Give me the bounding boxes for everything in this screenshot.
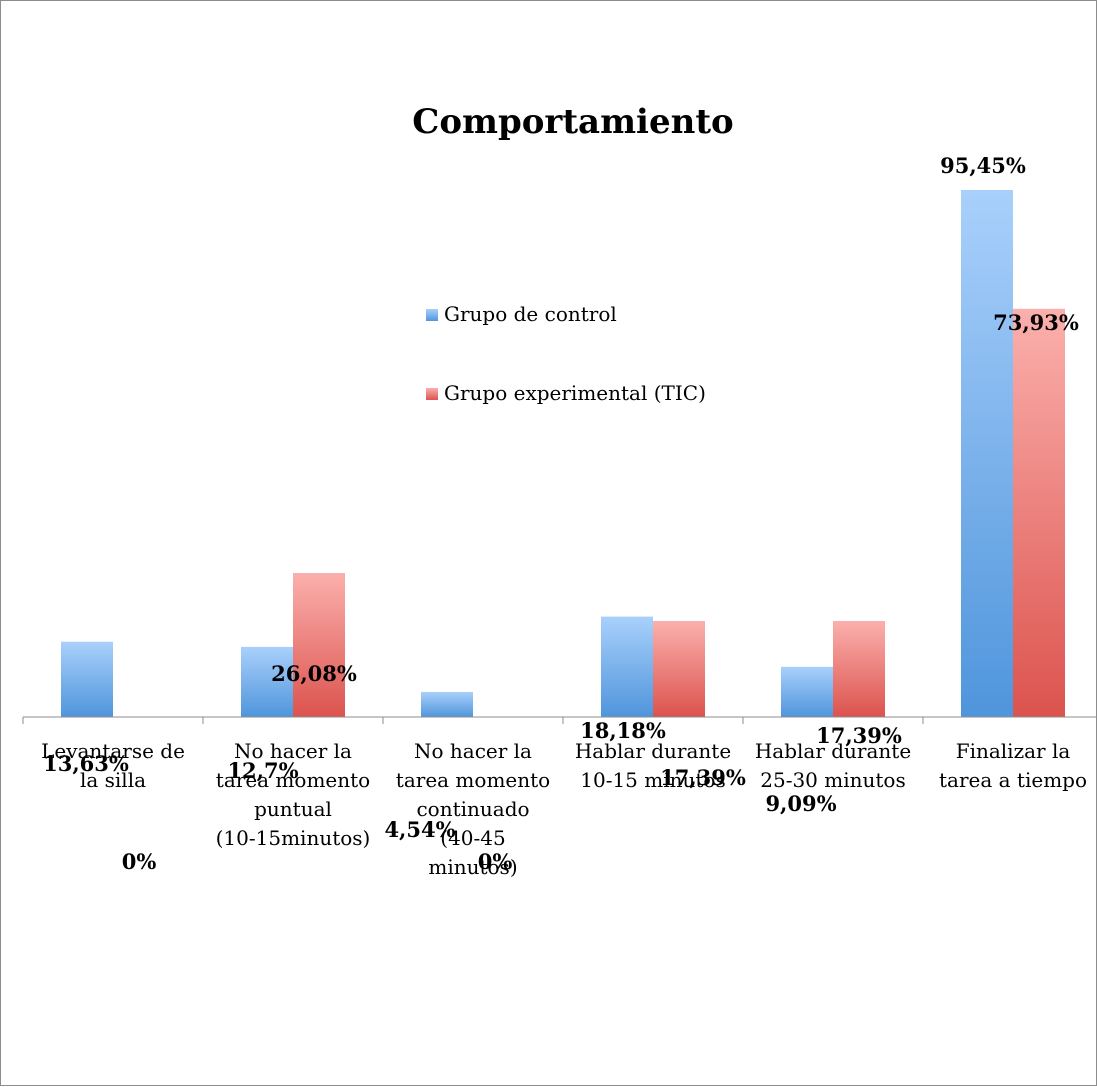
bar-experimental-5 — [1013, 308, 1065, 717]
value-label-experimental-5: 73,93% — [993, 310, 1079, 335]
category-label-1-line-0: No hacer la — [234, 739, 352, 763]
legend-swatch-experimental — [426, 388, 438, 400]
value-label-control-0: 13,63% — [43, 751, 129, 776]
category-label-3-line-1: 10-15 minutos — [580, 768, 725, 792]
value-label-control-5: 95,45% — [940, 153, 1026, 178]
bar-control-1 — [241, 646, 293, 717]
category-label-0-line-1: la silla — [80, 768, 146, 792]
value-label-control-3: 18,18% — [580, 718, 666, 743]
category-label-4-line-1: 25-30 minutos — [760, 768, 905, 792]
value-label-experimental-2: 0% — [478, 849, 513, 874]
legend-swatch-control — [426, 309, 438, 321]
legend: Grupo de control Grupo experimental (TIC) — [426, 302, 706, 405]
bar-control-3 — [601, 616, 653, 717]
category-label-5-line-0: Finalizar la — [956, 739, 1071, 763]
bar-experimental-3 — [653, 620, 705, 717]
category-label-1-line-1: tarea momento — [216, 768, 370, 792]
bar-control-0 — [61, 641, 113, 717]
value-label-control-1: 12,7% — [227, 758, 298, 783]
category-label-4-line-0: Hablar durante — [755, 739, 911, 763]
category-label-1-line-3: (10-15minutos) — [216, 826, 371, 850]
bar-control-2 — [421, 691, 473, 717]
legend-label-control: Grupo de control — [444, 302, 617, 326]
x-axis — [22, 716, 1097, 724]
category-label-2-line-4: minutos) — [428, 855, 517, 879]
category-label-5-line-1: tarea a tiempo — [939, 768, 1087, 792]
value-label-experimental-1: 26,08% — [271, 661, 357, 686]
category-label-1-line-2: puntual — [254, 797, 332, 821]
chart-title: Comportamiento — [412, 102, 733, 142]
category-label-2-line-2: continuado — [416, 797, 529, 821]
value-label-control-2: 4,54% — [384, 817, 455, 842]
value-label-experimental-0: 0% — [122, 849, 157, 874]
bar-experimental-4 — [833, 620, 885, 717]
value-labels-group: 13,63% 0% 12,7% 26,08% 4,54% 0% 18,18% 17,39% 9,… — [43, 153, 1079, 874]
bars-group — [61, 190, 1065, 717]
category-label-0-line-0: Levantarse de — [41, 739, 185, 763]
category-labels-group: Levantarse de la silla No hacer la tarea mo… — [41, 739, 1087, 879]
value-label-experimental-4: 17,39% — [816, 723, 902, 748]
legend-label-experimental: Grupo experimental (TIC) — [444, 381, 706, 405]
category-label-2-line-0: No hacer la — [414, 739, 532, 763]
bar-experimental-1 — [293, 573, 345, 717]
bar-control-4 — [781, 666, 833, 717]
category-label-3-line-0: Hablar durante — [575, 739, 731, 763]
value-label-control-4: 9,09% — [765, 791, 836, 816]
category-label-2-line-1: tarea momento — [396, 768, 550, 792]
value-label-experimental-3: 17,39% — [660, 765, 746, 790]
bar-control-5 — [961, 190, 1013, 717]
category-label-2-line-3: (40-45 — [440, 826, 505, 850]
